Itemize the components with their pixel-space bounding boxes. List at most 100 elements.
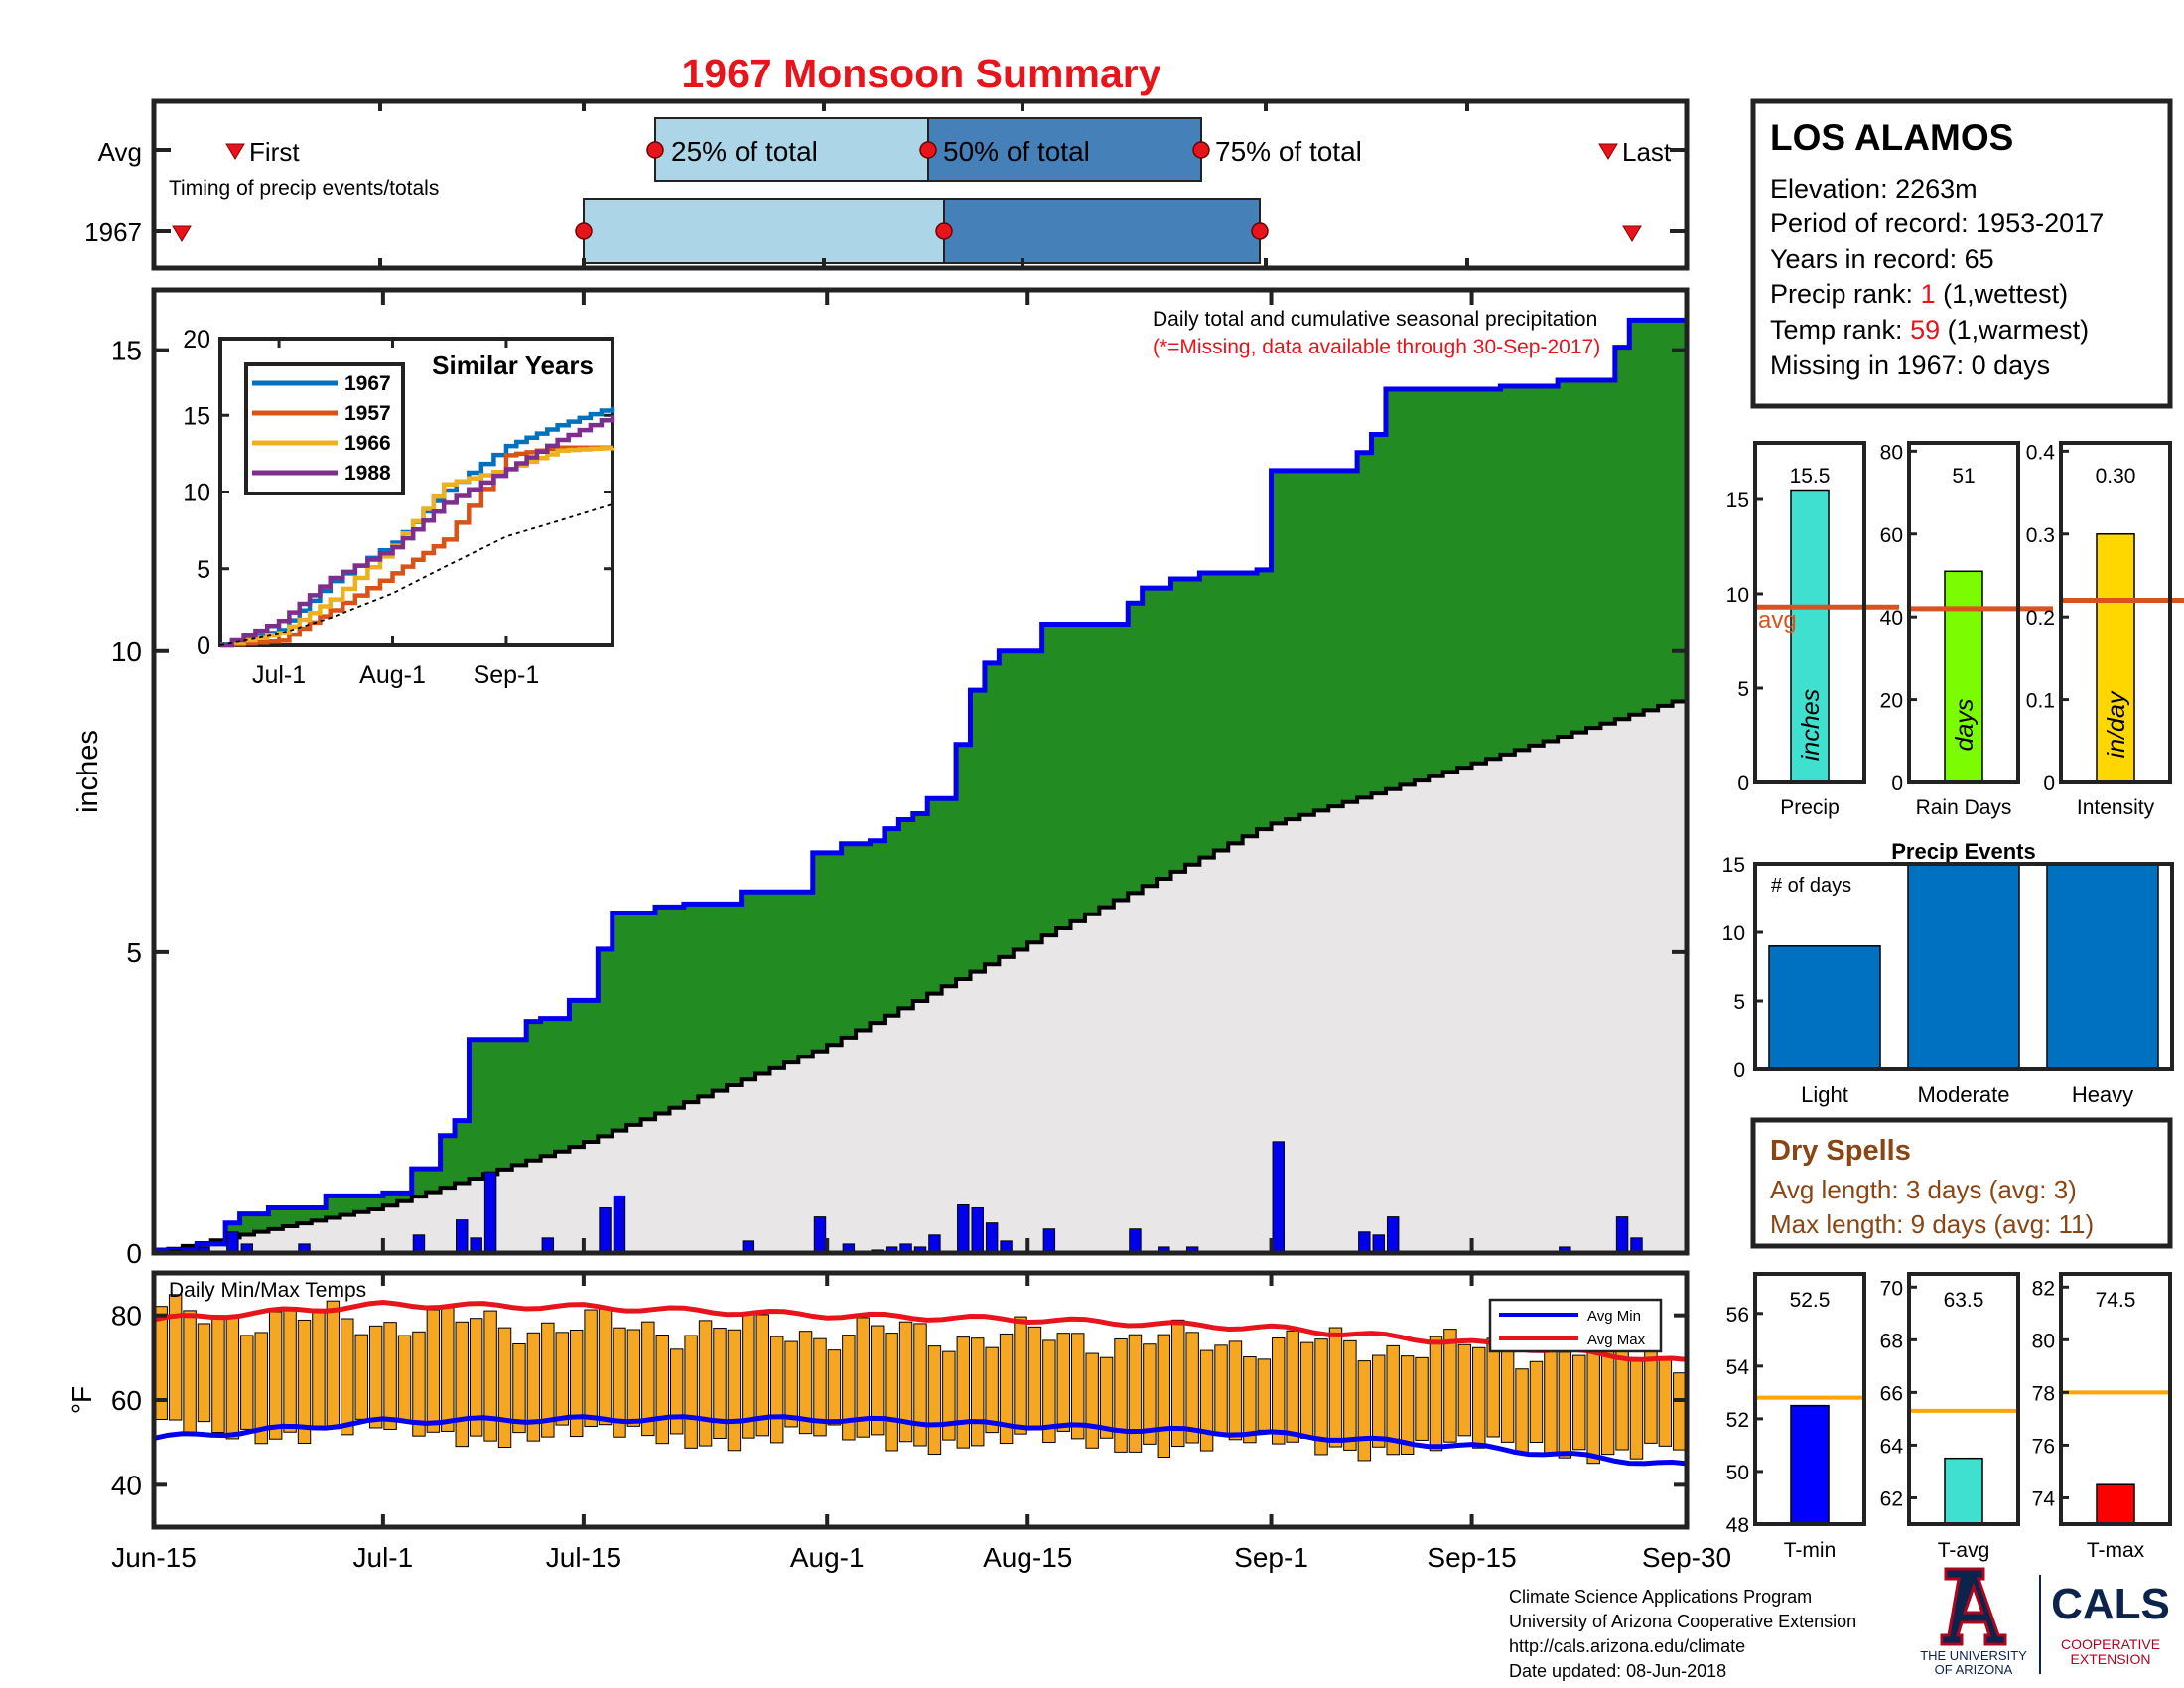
summary-ytick-label: 10 <box>1726 584 1749 607</box>
inset-xtick-label: Aug-1 <box>359 661 426 689</box>
temp-panel-bg <box>2061 1274 2170 1524</box>
daily-precip-bar <box>613 1195 626 1254</box>
p75-label: 75% of total <box>1215 136 1362 167</box>
daily-temp-bar <box>297 1319 312 1445</box>
daily-temp-bar <box>1400 1355 1415 1455</box>
main-ticks: 0 5 10 15 <box>111 290 1689 1269</box>
daily-temp-bar <box>1099 1356 1114 1439</box>
daily-temp-bar <box>354 1334 368 1420</box>
daily-temp-bar <box>613 1327 626 1438</box>
inset-line-1988 <box>220 415 615 648</box>
first-label: First <box>249 137 300 167</box>
daily-temp-bar <box>1014 1316 1027 1435</box>
precip-events-ytick-label: 10 <box>1722 922 1745 945</box>
daily-temp-bar <box>397 1335 412 1421</box>
inset-ytick-label: 15 <box>183 402 210 430</box>
date-axis-labels: Jun-15 Jul-1 Jul-15 Aug-1 Aug-15 Sep-1 Sep-15 S… <box>111 1542 1731 1573</box>
summary-label-days: Rain Days <box>1916 796 2012 819</box>
summary-bar-panels: 0 5 10 15 15.5 Precip inches 0 20 40 60 80 51 Rain Da… <box>1726 441 2184 819</box>
dry-spells-frame <box>1750 1117 2173 1249</box>
cals-logo-text: CALS <box>2051 1580 2170 1628</box>
main-chart-title: Daily total and cumulative seasonal prec… <box>1153 308 1597 331</box>
daily-temp-bar <box>1328 1327 1343 1448</box>
footer-line1: Climate Science Applications Program <box>1509 1587 1812 1607</box>
temp-summary-value-tavg: 63.5 <box>1944 1289 1984 1312</box>
figure-title: 1967 Monsoon Summary <box>681 51 1160 96</box>
daily-temp-bar <box>1085 1352 1099 1449</box>
daily-temp-bar <box>1056 1333 1071 1432</box>
precip-events-ylabel: # of days <box>1771 875 1851 897</box>
temp-summary-ytick-label: 66 <box>1880 1382 1903 1405</box>
row-label-avg: Avg <box>98 137 142 167</box>
main-chart-missing-note: (*=Missing, data available through 30-Se… <box>1153 336 1600 358</box>
daily-temp-bar <box>497 1327 512 1449</box>
inset-ytick-label: 0 <box>197 633 210 660</box>
footer-line4: Date updated: 08-Jun-2018 <box>1509 1661 1726 1681</box>
summary-ytick-label: 0 <box>1891 773 1903 795</box>
daily-temp-bar <box>1286 1330 1299 1443</box>
daily-temp-bar <box>927 1345 942 1456</box>
y1967-first-marker <box>172 225 192 242</box>
daily-precip-bar <box>1129 1228 1142 1254</box>
inset-avg-line <box>219 502 614 646</box>
precip-events-bar-heavy <box>2046 863 2159 1070</box>
daily-temp-bar <box>1615 1349 1629 1451</box>
summary-panel-frame <box>2059 441 2172 784</box>
temp-summary-value-tmin: 52.5 <box>1790 1289 1831 1312</box>
daily-temp-bar <box>1314 1338 1328 1456</box>
daily-temp-bar <box>1457 1343 1472 1437</box>
precip-events-frame <box>1753 862 2174 1071</box>
daily-temp-bar <box>441 1307 455 1432</box>
daily-temp-bar <box>1157 1334 1171 1459</box>
inset-line-1957 <box>220 445 613 648</box>
daily-temp-bar <box>971 1337 985 1447</box>
summary-panel-days: 0 20 40 60 80 51 Rain Days days <box>1880 441 2053 819</box>
daily-precip-bar <box>1358 1231 1371 1254</box>
dry-spells-avg: Avg length: 3 days (avg: 3) <box>1770 1175 2077 1204</box>
daily-temp-bar <box>956 1336 971 1449</box>
inset-ytick-label: 10 <box>183 480 210 507</box>
daily-temp-bar <box>326 1300 341 1430</box>
temp-summary-ytick-label: 54 <box>1726 1356 1750 1379</box>
avg-max-line <box>153 1300 1688 1362</box>
daily-temp-bar <box>1357 1360 1372 1462</box>
summary-ytick-label: 15 <box>1726 490 1749 512</box>
daily-temp-bar <box>1558 1351 1572 1459</box>
daily-temp-bar <box>512 1342 526 1434</box>
summary-ytick-label: 5 <box>1737 678 1749 701</box>
temp-summary-ytick-label: 70 <box>1880 1277 1903 1300</box>
daily-temp-bar <box>1071 1333 1085 1440</box>
date-tick-label: Jun-15 <box>111 1542 197 1573</box>
precip-events-title: Precip Events <box>1891 839 2036 864</box>
precip-events-bar-moderate <box>1907 863 2020 1070</box>
daily-precip-bar <box>599 1207 612 1254</box>
inset-legend-label-1988: 1988 <box>344 462 391 485</box>
avg-p25-marker <box>646 141 664 159</box>
legend-avg-max-label: Avg Max <box>1587 1332 1646 1348</box>
dry-spells-max: Max length: 9 days (avg: 11) <box>1770 1209 2094 1239</box>
daily-temp-bar <box>999 1333 1014 1445</box>
cumulative-1967-line <box>154 317 1687 1253</box>
daily-temp-bar <box>225 1317 240 1440</box>
daily-temp-bar <box>1027 1326 1042 1431</box>
daily-temp-bar <box>483 1310 497 1442</box>
inset-legend-label-1966: 1966 <box>344 432 391 455</box>
inset-ytick-label: 20 <box>183 326 210 353</box>
daily-temp-bar <box>341 1318 354 1436</box>
daily-temp-bar <box>312 1310 326 1431</box>
daily-temp-bar <box>1673 1372 1687 1451</box>
summary-ytick-label: 0.1 <box>2026 690 2055 713</box>
summary-unit-days: days <box>1951 699 1979 752</box>
temp-summary-bar-tavg <box>1944 1457 1983 1525</box>
inset-legend-label-1957: 1957 <box>344 402 391 425</box>
summary-unit-intensity: in/day <box>2103 690 2130 758</box>
daily-temp-bar <box>1114 1337 1128 1453</box>
temp-panel-frame <box>1753 1272 1866 1526</box>
daily-temp-bar <box>368 1325 383 1429</box>
summary-label-intensity: Intensity <box>2077 796 2155 819</box>
daily-temp-bar <box>1544 1345 1558 1457</box>
daily-temp-bar <box>240 1335 254 1430</box>
p50-label: 50% of total <box>943 136 1090 167</box>
date-tick-label: Jul-15 <box>546 1542 621 1573</box>
